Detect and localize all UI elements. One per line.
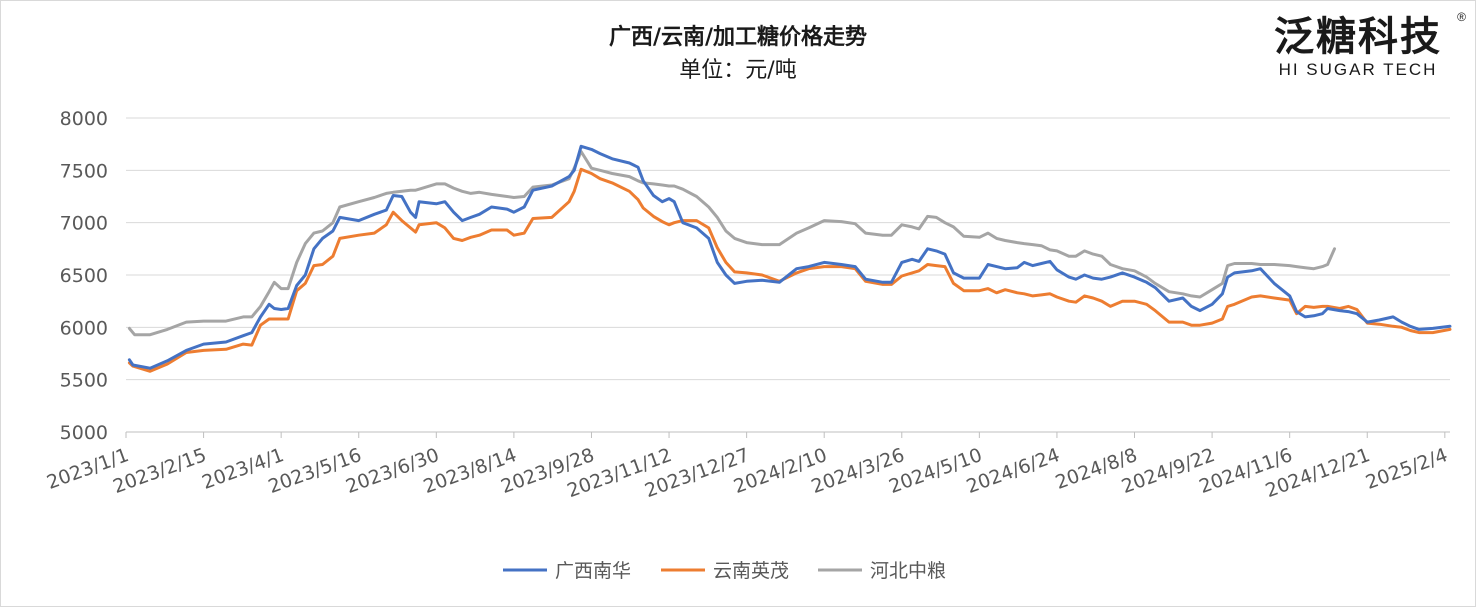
y-tick-label: 5000 — [60, 422, 108, 444]
y-tick-label: 7500 — [60, 160, 108, 182]
y-tick-label: 6000 — [60, 317, 108, 339]
brand-name-cn: 泛糖科技 — [1274, 14, 1442, 60]
legend-label: 河北中粮 — [870, 560, 946, 582]
brand-logo: 泛糖科技 HI SUGAR TECH ® — [1258, 10, 1466, 80]
y-tick-label: 7000 — [60, 213, 108, 235]
chart-subtitle: 单位：元/吨 — [679, 58, 796, 83]
y-axis-ticks: 5000 5500 6000 6500 7000 7500 8000 — [60, 108, 108, 444]
legend: 广西南华 云南英茂 河北中粮 — [503, 560, 946, 582]
y-tick-label: 6500 — [60, 265, 108, 287]
chart-title: 广西/云南/加工糖价格走势 — [609, 24, 867, 50]
registered-mark: ® — [1457, 10, 1466, 24]
series-line — [127, 167, 1452, 373]
series-line — [127, 150, 1336, 337]
y-tick-label: 5500 — [60, 370, 108, 392]
legend-label: 广西南华 — [555, 560, 631, 582]
brand-name-en: HI SUGAR TECH — [1278, 60, 1438, 79]
legend-label: 云南英茂 — [713, 560, 789, 582]
gridlines — [126, 117, 1450, 433]
series-lines — [127, 144, 1452, 373]
y-tick-label: 8000 — [60, 108, 108, 130]
series-line — [127, 144, 1452, 370]
